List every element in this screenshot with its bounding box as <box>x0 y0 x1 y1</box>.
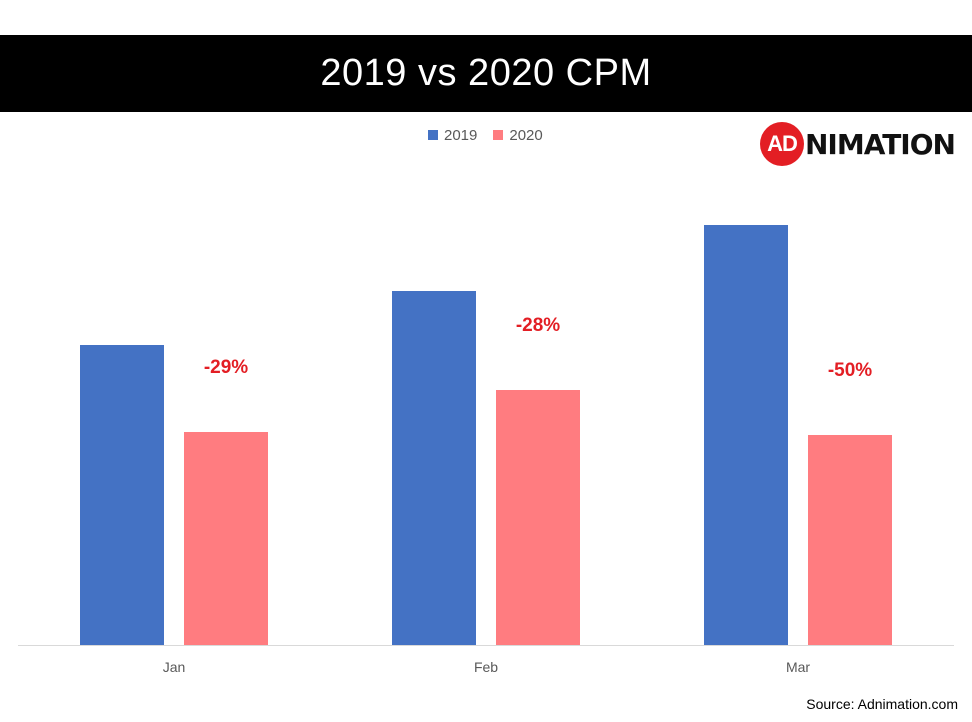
bar-2020-feb <box>496 390 580 645</box>
x-tick-label-jan: Jan <box>163 659 186 675</box>
legend-label-2020: 2020 <box>509 126 543 144</box>
annotation-feb: -28% <box>516 315 560 336</box>
bar-2020-mar <box>808 435 892 645</box>
source-credit: Source: Adnimation.com <box>806 696 958 712</box>
legend-label-2019: 2019 <box>444 126 478 144</box>
bar-2020-jan <box>184 432 268 645</box>
legend-swatch-2019 <box>428 130 438 140</box>
chart-legend: 2019 2020 <box>428 125 559 145</box>
legend-item-2020: 2020 <box>493 126 543 144</box>
adnimation-logo: AD NIMATION <box>760 118 956 170</box>
legend-item-2019: 2019 <box>428 127 477 144</box>
legend-swatch-2020 <box>493 130 504 140</box>
logo-circle-text: AD <box>767 131 798 156</box>
logo-text: NIMATION <box>805 127 956 161</box>
bar-2019-mar <box>704 225 788 645</box>
chart-title-bar: 2019 vs 2020 CPM <box>0 35 972 112</box>
annotation-jan: -29% <box>204 357 248 378</box>
chart-title: 2019 vs 2020 CPM <box>320 52 652 94</box>
x-tick-label-feb: Feb <box>474 659 498 675</box>
annotation-mar: -50% <box>828 360 872 381</box>
bar-2019-feb <box>392 291 476 645</box>
x-tick-label-mar: Mar <box>786 659 810 675</box>
bar-2019-jan <box>80 345 164 645</box>
logo-circle: AD <box>760 122 804 166</box>
